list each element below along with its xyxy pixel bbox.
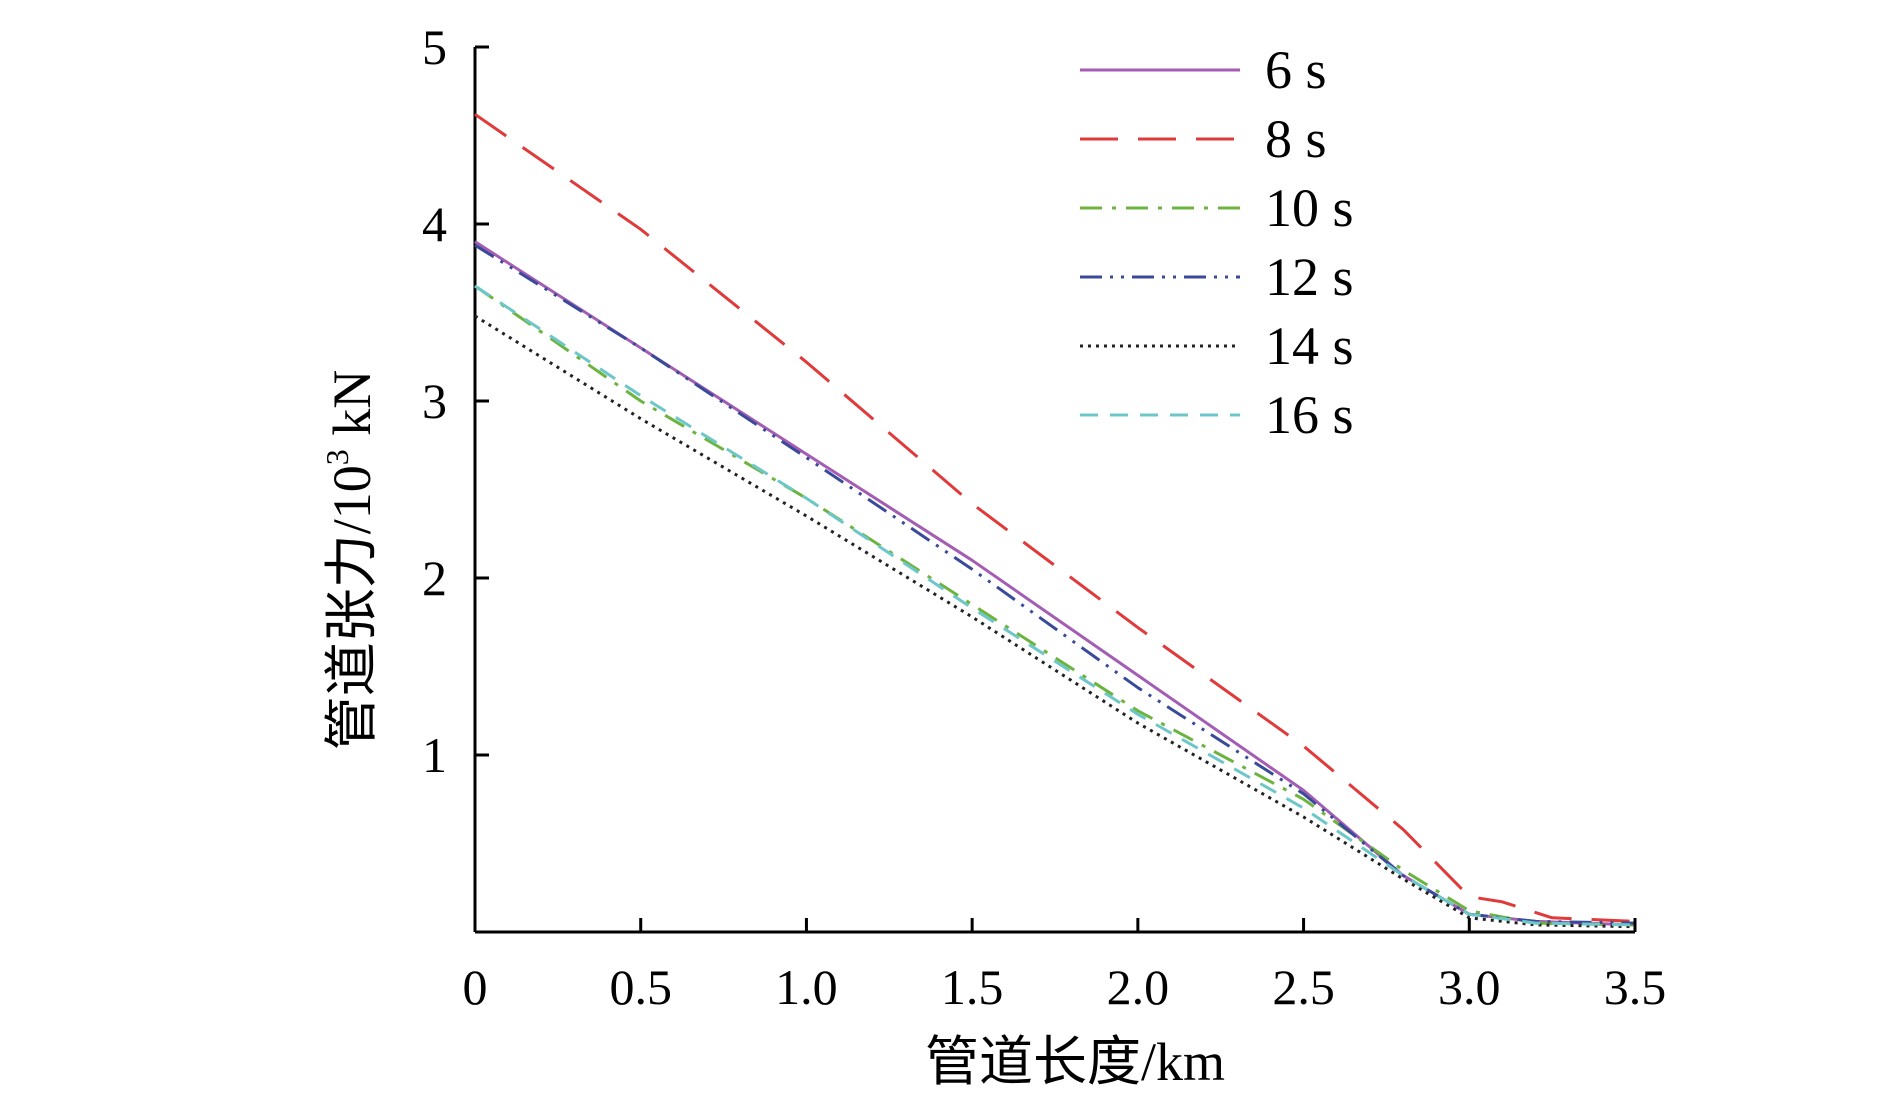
series-line-3: [474, 284, 1636, 927]
axes: [473, 47, 1635, 934]
x-axis-title: 管道长度/km: [925, 1032, 1225, 1092]
series-line-4: [474, 243, 1636, 925]
series-line-6: [474, 284, 1636, 927]
y-tick-label: 3: [422, 373, 447, 429]
x-tick-label: 1.0: [775, 959, 838, 1015]
x-tick-label: 3.0: [1438, 959, 1501, 1015]
legend: 6 s 8 s 10 s 12 s 14 s 16 s: [1080, 40, 1354, 445]
y-axis-title: 管道张力/103 kN: [319, 370, 382, 751]
y-tick-label: 2: [422, 550, 447, 606]
x-tick-label: 0.5: [609, 959, 672, 1015]
legend-label-3: 10 s: [1265, 178, 1354, 238]
x-tick-label: 2.0: [1107, 959, 1170, 1015]
series-lines: [474, 113, 1636, 929]
x-tick-label: 2.5: [1272, 959, 1335, 1015]
x-tick-label: 0: [463, 959, 488, 1015]
y-tick-label: 4: [422, 196, 447, 252]
y-axis-ticks: 1 2 3 4 5: [422, 19, 489, 783]
legend-label-6: 16 s: [1265, 385, 1354, 445]
series-line-1: [474, 240, 1636, 927]
legend-label-4: 12 s: [1265, 247, 1354, 307]
x-tick-label: 1.5: [941, 959, 1004, 1015]
legend-label-5: 14 s: [1265, 316, 1354, 376]
y-tick-label: 1: [422, 727, 447, 783]
x-axis-ticks: 0 0.5 1.0 1.5 2.0 2.5 3.0 3.5: [463, 918, 1667, 1015]
y-tick-label: 5: [422, 19, 447, 75]
legend-label-2: 8 s: [1265, 109, 1327, 169]
x-tick-label: 3.5: [1604, 959, 1667, 1015]
legend-label-1: 6 s: [1265, 40, 1327, 100]
series-line-2: [474, 113, 1636, 923]
series-line-5: [474, 314, 1636, 929]
y-axis-title-main: 管道张力/10: [322, 465, 382, 750]
y-axis-title-unit: kN: [322, 370, 382, 450]
y-axis-title-exponent: 3: [319, 449, 355, 465]
